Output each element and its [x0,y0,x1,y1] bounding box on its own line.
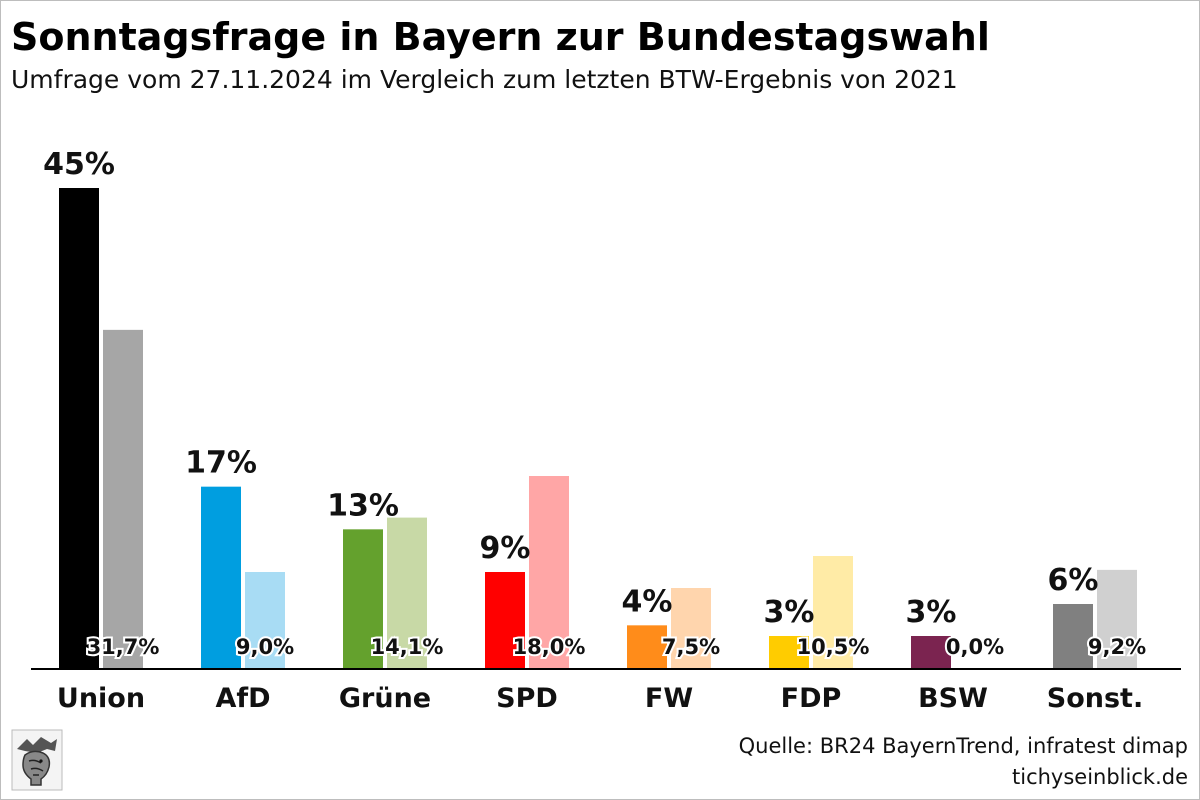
bar-afd-btw2021 [245,572,285,668]
value-label-grüne-umfrage: 13% [327,488,399,523]
bar-union-umfrage [59,188,99,668]
value-label-spd-btw2021: 18,0% [513,635,586,659]
value-label-fdp-btw2021: 10,5% [797,635,870,659]
category-label-grüne: Grüne [339,683,431,714]
category-label-union: Union [57,683,145,714]
value-label-afd-btw2021: 9,0% [236,635,294,659]
bar-fdp-btw2021 [813,556,853,668]
bar-spd-umfrage [485,572,525,668]
source-text: Quelle: BR24 BayernTrend, infratest dima… [738,734,1188,758]
bar-fw-btw2021 [671,588,711,668]
source-note: Quelle: BR24 BayernTrend, infratest dima… [739,731,1188,793]
bar-chart: 45% 31,7% Union 17% 9,0% AfD 13% 14,1% Grüne 9% 18… [31,147,1181,714]
category-label-fdp: FDP [781,683,842,714]
bar-bsw-umfrage [911,636,951,668]
value-label-afd-umfrage: 17% [185,446,257,481]
chart-title: Sonntagsfrage in Bayern zur Bundestagswa… [11,15,990,59]
category-label-spd: SPD [496,683,558,714]
value-label-fw-btw2021: 7,5% [662,635,720,659]
bar-grüne-umfrage [343,529,383,668]
bar-grüne-btw2021 [387,517,427,668]
category-label-sonst: Sonst. [1047,683,1143,714]
bar-spd-btw2021 [529,476,569,668]
value-label-union-btw2021: 31,7% [87,635,160,659]
value-label-fw-umfrage: 4% [622,584,673,619]
value-label-bsw-btw2021: 0,0% [946,635,1004,659]
value-label-grüne-btw2021: 14,1% [371,635,444,659]
category-label-bsw: BSW [918,683,988,714]
value-label-bsw-umfrage: 3% [906,595,957,630]
bar-union-btw2021 [103,329,143,668]
bar-sonst-btw2021 [1097,569,1137,668]
category-label-fw: FW [645,683,693,714]
category-label-afd: AfD [215,683,270,714]
value-label-spd-umfrage: 9% [480,531,531,566]
value-label-union-umfrage: 45% [43,147,115,182]
bar-fw-umfrage [627,625,667,668]
site-url: tichyseinblick.de [1012,765,1188,789]
hermes-head-icon [11,729,63,791]
bar-sonst-umfrage [1053,604,1093,668]
chart-subtitle: Umfrage vom 27.11.2024 im Vergleich zum … [11,65,958,94]
value-label-sonst-btw2021: 9,2% [1088,635,1146,659]
value-label-fdp-umfrage: 3% [764,595,815,630]
value-label-sonst-umfrage: 6% [1048,563,1099,598]
bar-afd-umfrage [201,486,241,668]
bar-fdp-umfrage [769,636,809,668]
